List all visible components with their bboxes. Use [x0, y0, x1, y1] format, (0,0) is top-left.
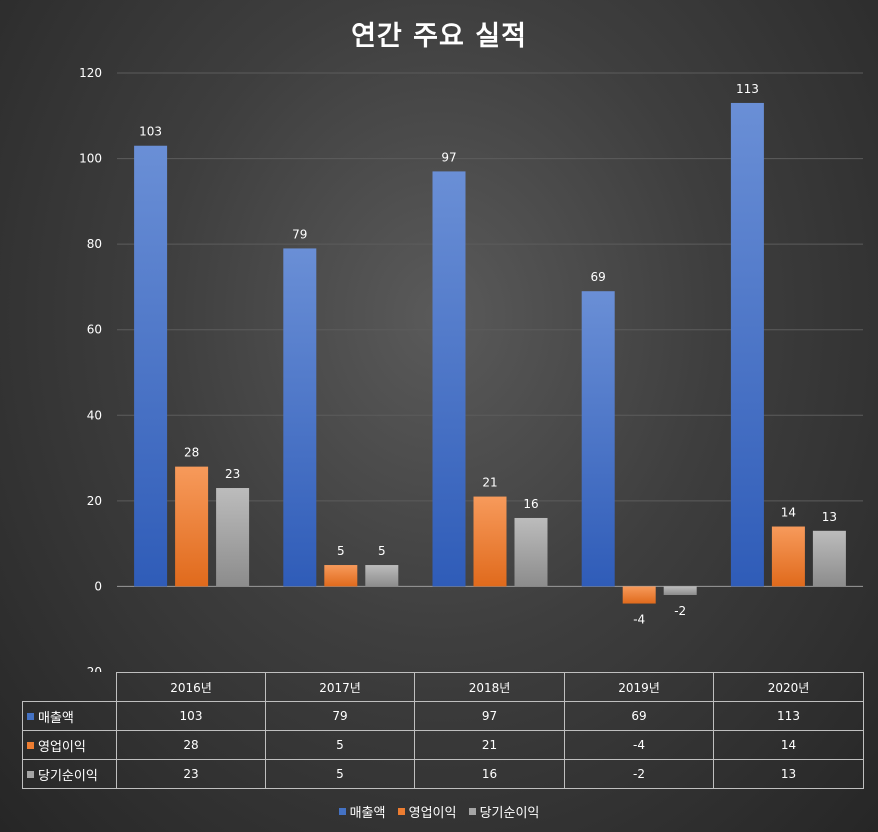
- legend: 매출액 영업이익 당기순이익: [0, 802, 878, 821]
- bar-영업이익-2019년: [622, 586, 656, 604]
- data-table-cell: 13: [713, 759, 864, 789]
- data-table-cell: -2: [564, 759, 714, 789]
- series-swatch-icon: [27, 741, 34, 749]
- y-tick-label: 60: [87, 323, 102, 337]
- data-table-cell: 16: [414, 759, 565, 789]
- y-tick-label: 20: [87, 494, 102, 508]
- bar-당기순이익-2019년: [663, 586, 697, 595]
- legend-item: 당기순이익: [468, 802, 540, 821]
- plot-area: [134, 102, 846, 604]
- legend-item: 매출액: [338, 802, 386, 821]
- data-table-cell: 79: [265, 701, 415, 731]
- data-table-series-label: 당기순이익: [22, 759, 117, 789]
- data-table-cell: -4: [564, 730, 714, 760]
- data-table-category: 2020년: [713, 672, 864, 702]
- series-name: 당기순이익: [38, 768, 98, 784]
- data-table-category: 2018년: [414, 672, 565, 702]
- bar-매출액-2018년: [432, 171, 466, 587]
- data-label: 113: [736, 82, 759, 96]
- bar-매출액-2016년: [134, 145, 168, 587]
- series-name: 영업이익: [38, 739, 86, 755]
- y-tick-label: -20: [82, 665, 102, 672]
- data-table-cell: 23: [116, 759, 266, 789]
- y-tick-label: 80: [87, 237, 102, 251]
- data-table-cell: 69: [564, 701, 714, 731]
- series-swatch-icon: [27, 770, 34, 778]
- data-label: 13: [822, 510, 837, 524]
- data-table-category: 2017년: [265, 672, 415, 702]
- legend-label: 영업이익: [408, 806, 457, 821]
- data-table-row: 당기순이익 23 5 16 -2 13: [22, 759, 864, 789]
- y-tick-label: 120: [79, 66, 102, 80]
- data-table-row: 매출액 103 79 97 69 113: [22, 701, 864, 731]
- bar-당기순이익-2017년: [365, 565, 399, 587]
- legend-item: 영업이익: [397, 802, 457, 821]
- data-table-cell: 113: [713, 701, 864, 731]
- data-label: 5: [378, 544, 386, 558]
- y-axis: 120 100 80 60 40 20 0 -20: [79, 66, 102, 672]
- data-label: 21: [482, 476, 497, 490]
- series-name: 매출액: [38, 710, 74, 726]
- data-label: -2: [674, 604, 686, 618]
- data-table: 2016년 2017년 2018년 2019년 2020년 매출액 103 79…: [22, 672, 864, 789]
- bar-당기순이익-2016년: [216, 488, 250, 587]
- data-table-row: 영업이익 28 5 21 -4 14: [22, 730, 864, 760]
- data-label: 97: [441, 150, 456, 164]
- data-table-cell: 21: [414, 730, 565, 760]
- legend-swatch-icon: [338, 808, 346, 815]
- data-label: 23: [225, 467, 240, 481]
- bar-매출액-2019년: [581, 291, 615, 587]
- bar-영업이익-2016년: [175, 466, 209, 587]
- legend-label: 당기순이익: [479, 806, 540, 821]
- bar-매출액-2017년: [283, 248, 317, 587]
- data-table-cell: 97: [414, 701, 565, 731]
- data-label: 5: [337, 544, 345, 558]
- data-table-category: 2019년: [564, 672, 714, 702]
- legend-label: 매출액: [349, 806, 386, 821]
- data-label: 16: [523, 497, 538, 511]
- bar-당기순이익-2020년: [812, 530, 846, 587]
- bar-영업이익-2017년: [324, 565, 358, 587]
- data-label: 69: [591, 270, 606, 284]
- chart-title: 연간 주요 실적: [351, 21, 527, 52]
- data-labels: 103 79 97 69 113 28 5 21 -4 14 23 5 16 -2 13: [139, 82, 837, 627]
- bar-영업이익-2018년: [473, 496, 507, 587]
- bar-chart: 120 100 80 60 40 20 0 -20 103 79 97 69 113 28 5 21 -4 14…: [79, 66, 863, 672]
- y-tick-label: 0: [94, 579, 102, 593]
- data-table-category: 2016년: [116, 672, 266, 702]
- data-table-cell: 5: [265, 759, 415, 789]
- legend-swatch-icon: [468, 808, 476, 815]
- data-table-cell: 103: [116, 701, 266, 731]
- legend-swatch-icon: [397, 808, 405, 815]
- data-table-series-label: 매출액: [22, 701, 117, 731]
- data-table-corner: [23, 673, 117, 702]
- data-label: 14: [781, 506, 796, 520]
- data-label: 28: [184, 446, 199, 460]
- data-label: -4: [633, 613, 645, 627]
- y-tick-label: 100: [79, 152, 102, 166]
- data-table-cell: 14: [713, 730, 864, 760]
- bar-영업이익-2020년: [771, 526, 805, 587]
- data-label: 103: [139, 125, 162, 139]
- data-table-series-label: 영업이익: [22, 730, 117, 760]
- series-swatch-icon: [27, 712, 34, 720]
- y-tick-label: 40: [87, 408, 102, 422]
- bar-당기순이익-2018년: [514, 517, 548, 587]
- data-table-header-row: 2016년 2017년 2018년 2019년 2020년: [23, 672, 864, 702]
- bar-매출액-2020년: [730, 102, 764, 587]
- data-table-cell: 5: [265, 730, 415, 760]
- data-label: 79: [292, 227, 307, 241]
- data-table-cell: 28: [116, 730, 266, 760]
